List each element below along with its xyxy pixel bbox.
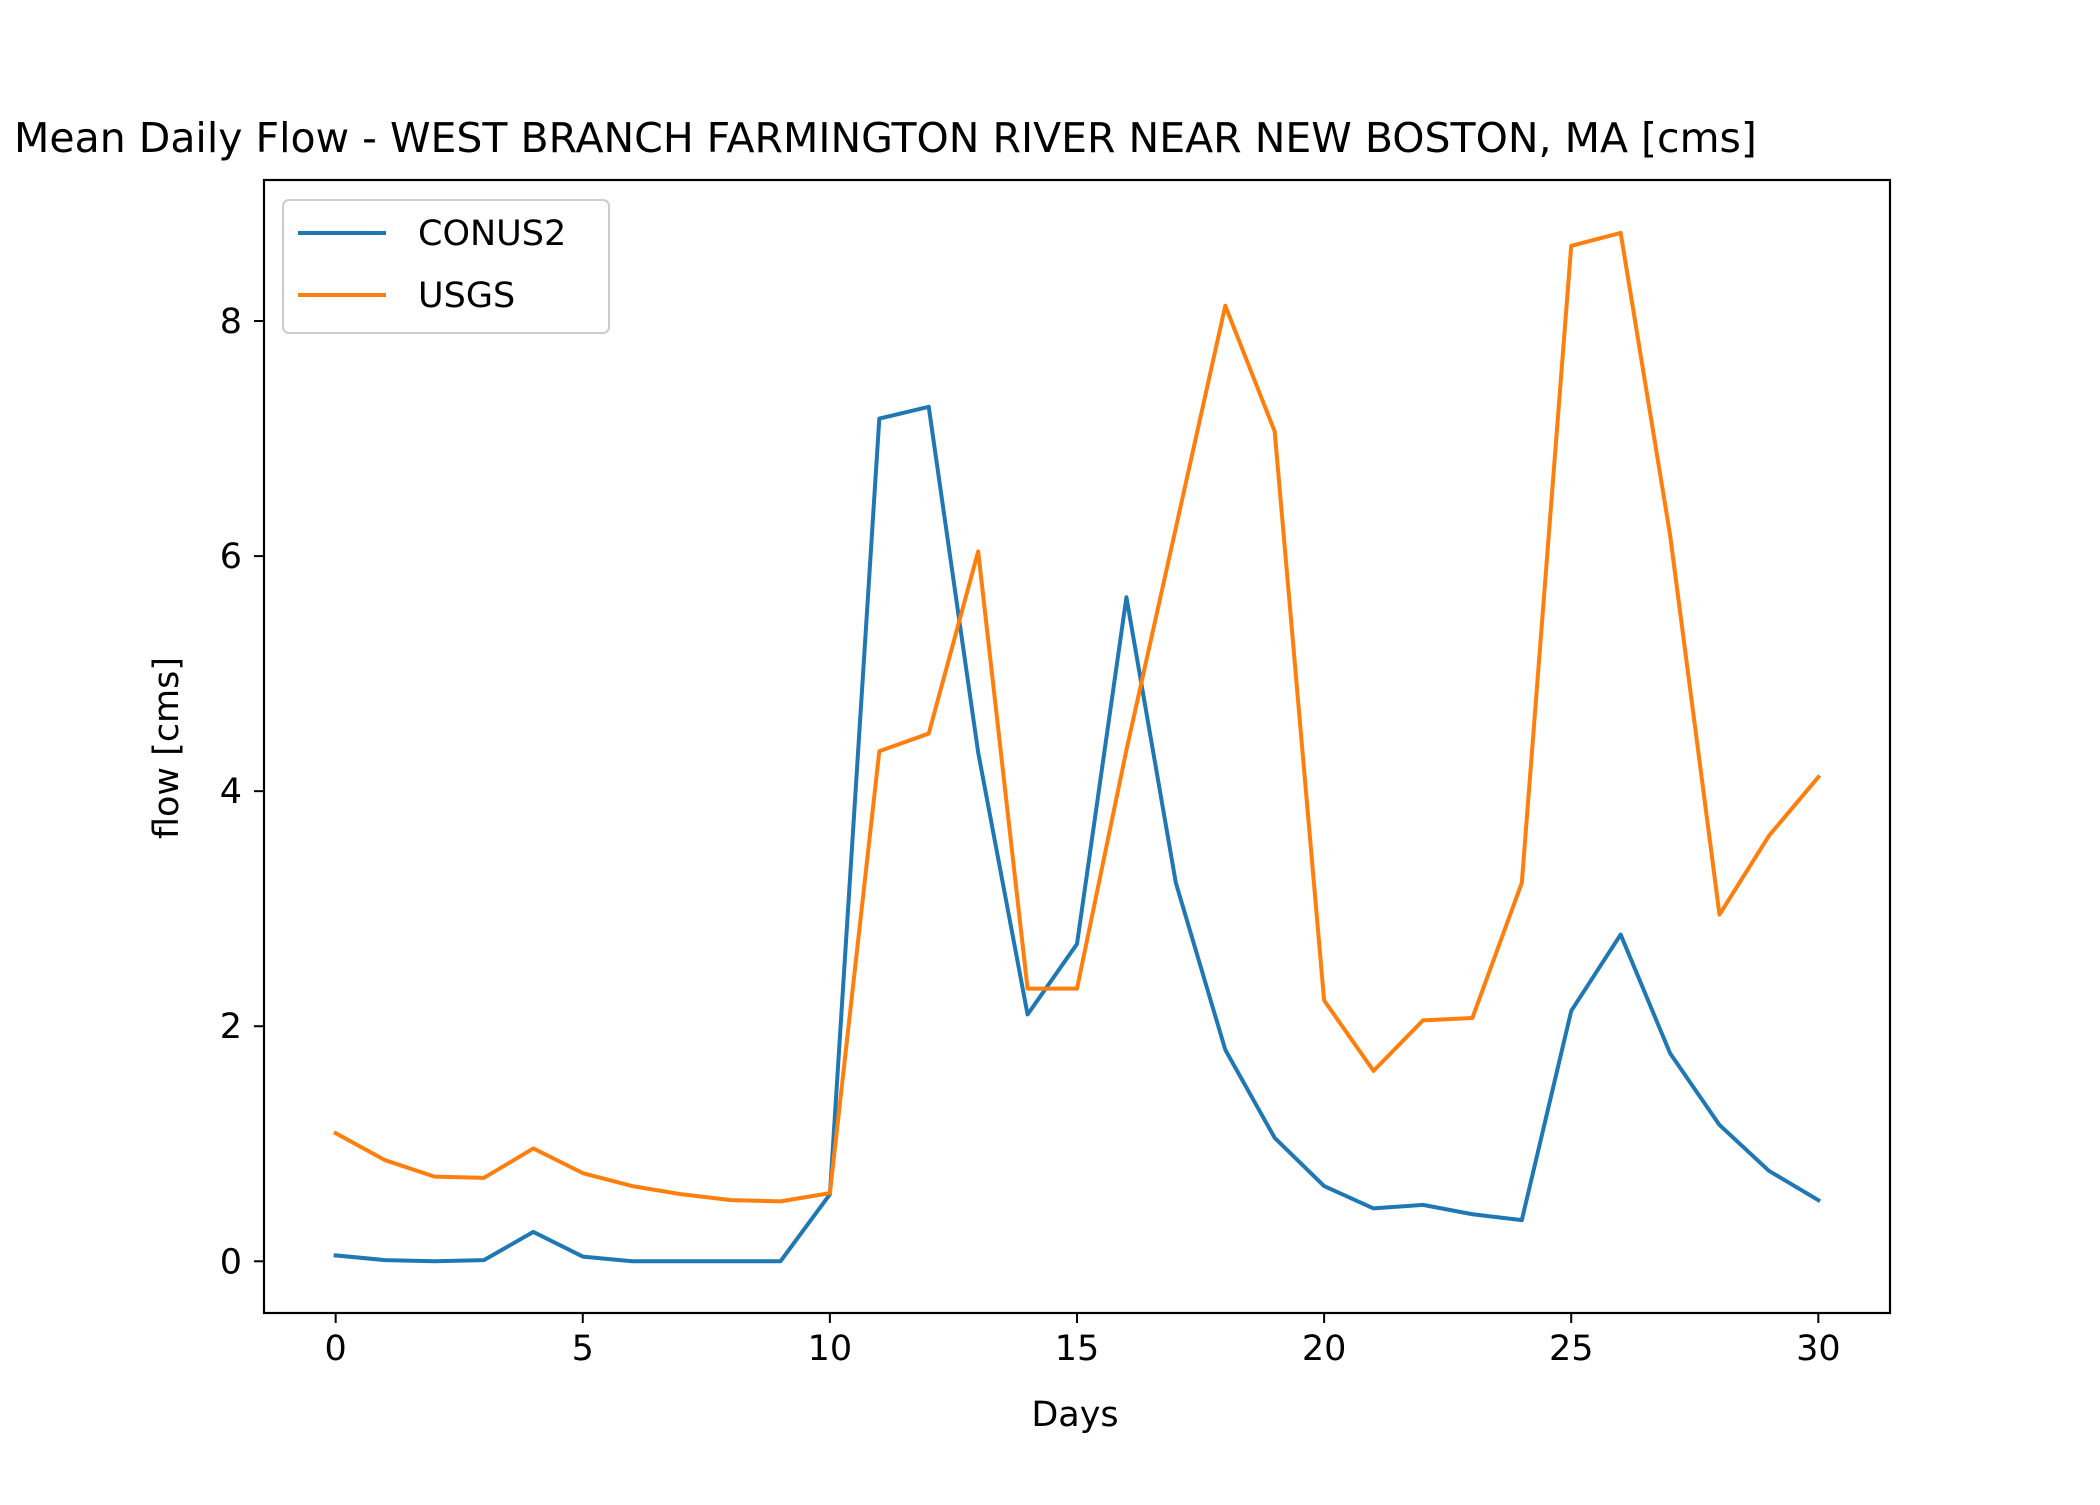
x-tick-label: 20 bbox=[1302, 1329, 1347, 1369]
x-tick-label: 10 bbox=[808, 1329, 853, 1369]
chart-title: Mean Daily Flow - WEST BRANCH FARMINGTON… bbox=[14, 114, 1757, 162]
y-axis-label: flow [cms] bbox=[147, 657, 187, 839]
x-tick-label: 30 bbox=[1796, 1329, 1841, 1369]
legend-label-usgs: USGS bbox=[418, 276, 515, 316]
x-axis-label: Days bbox=[1031, 1395, 1118, 1435]
x-tick-label: 15 bbox=[1055, 1329, 1100, 1369]
y-tick-label: 0 bbox=[220, 1242, 242, 1282]
x-tick-label: 25 bbox=[1549, 1329, 1594, 1369]
legend-label-conus2: CONUS2 bbox=[418, 214, 566, 254]
y-tick-label: 2 bbox=[220, 1007, 242, 1047]
plot-area: 0 5 10 15 20 25 30 0 2 4 6 8 bbox=[220, 178, 1892, 1369]
series-line-conus2 bbox=[333, 404, 1822, 1264]
x-tick-label: 5 bbox=[572, 1329, 594, 1369]
x-tick-label: 0 bbox=[325, 1329, 347, 1369]
legend: CONUS2 USGS bbox=[282, 199, 610, 334]
y-tick-label: 8 bbox=[220, 302, 242, 342]
y-tick-label: 6 bbox=[220, 537, 242, 577]
series-line-usgs bbox=[332, 230, 1822, 1204]
y-tick-label: 4 bbox=[220, 772, 242, 812]
